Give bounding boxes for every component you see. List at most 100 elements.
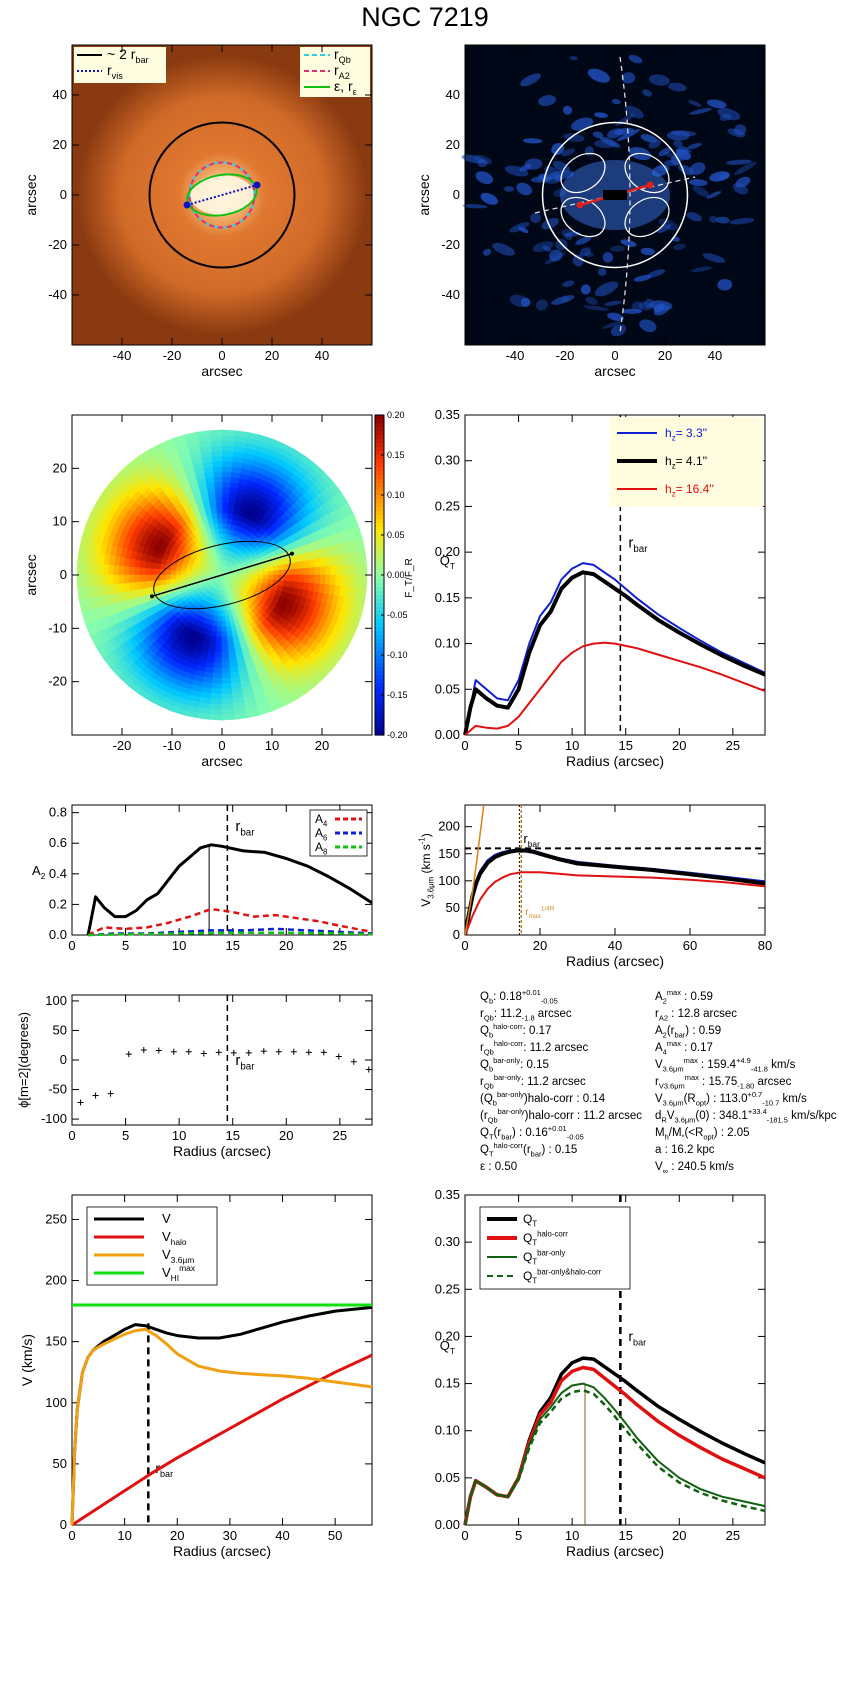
parameter-row: A2​(rbar​) : 0.59	[655, 1025, 721, 1039]
y-axis-label: ϕ[m=2](degrees)	[16, 1012, 31, 1108]
colorbar-cell	[375, 611, 384, 616]
torque-cell	[221, 450, 234, 457]
colorbar-cell	[375, 463, 384, 468]
torque-cell	[345, 574, 352, 587]
torque-contour	[624, 196, 670, 238]
axes-frame	[464, 804, 766, 936]
minor-axis	[619, 56, 631, 334]
legend-label: hz​= 16.4''	[665, 482, 714, 499]
y-tick-label: -20	[48, 674, 67, 689]
structure-blob	[708, 215, 718, 223]
colorbar-cell	[375, 571, 384, 576]
x-tick-label: 5	[515, 1528, 522, 1543]
colorbar-tick-label: -0.15	[387, 690, 408, 700]
colorbar-cell	[375, 723, 384, 728]
axes-frame	[71, 1194, 373, 1526]
structure-blob	[584, 251, 594, 258]
torque-cell	[128, 566, 135, 576]
torque-cell	[324, 565, 332, 576]
y-axis-label: QT​	[440, 1338, 455, 1356]
colorbar-cell	[375, 731, 384, 736]
torque-cell	[225, 523, 232, 530]
x-tick-label: 5	[122, 1128, 129, 1143]
structure-blob	[657, 224, 671, 234]
legend-label: hz​= 4.1''	[665, 454, 707, 471]
torque-cell	[213, 486, 223, 493]
legend-label: Vhalo​	[162, 1229, 187, 1247]
axes-frame	[464, 414, 766, 736]
structure-blob	[551, 295, 575, 305]
structure-blob	[658, 146, 672, 157]
torque-cell	[209, 440, 223, 447]
torque-cell	[309, 574, 316, 584]
x-tick-label: 20	[265, 348, 279, 363]
colorbar-cell	[375, 503, 384, 508]
torque-cell	[213, 662, 223, 669]
torque-cell	[211, 625, 218, 633]
x-tick-label: 40	[315, 348, 329, 363]
structure-blob	[717, 107, 741, 121]
phase-point	[260, 1048, 267, 1055]
y-tick-label: 0.10	[435, 1423, 460, 1438]
structure-blob	[542, 245, 552, 252]
torque-cell	[102, 564, 109, 576]
rbar-circle	[541, 121, 689, 269]
structure-blob	[552, 160, 570, 173]
x-tick-label: 0	[68, 1128, 75, 1143]
qt-corrected-panel: 0 5 10 15 20 25 0.00 0.05 0.10 0.15 0.20 0.25 0.30 0.…	[435, 1187, 766, 1559]
parameter-row: Qb​halo-corr​: 0.17	[480, 1022, 551, 1040]
torque-cell	[226, 574, 233, 577]
parameter-row: V3.6μm​(Ropt​) : 113.0+0.7​-10.7​ km/s	[655, 1090, 807, 1108]
phase-point	[140, 1046, 147, 1053]
bar-ellipse	[153, 540, 291, 610]
torque-cell	[360, 562, 368, 576]
torque-cell	[216, 631, 223, 638]
y-tick-label: 0	[453, 187, 460, 202]
torque-cell	[212, 672, 223, 679]
y-tick-label: 0.30	[435, 1234, 460, 1249]
torque-cell	[159, 574, 166, 581]
torque-cell	[293, 574, 301, 583]
series-line	[464, 562, 766, 736]
colorbar-cell	[375, 719, 384, 724]
rvis-point	[253, 181, 261, 189]
y-tick-label: 0.00	[435, 1517, 460, 1532]
torque-cell	[214, 491, 223, 498]
structure-blob	[562, 105, 573, 115]
structure-blob	[607, 312, 624, 321]
structure-blob	[524, 158, 543, 170]
torque-cell	[221, 548, 225, 555]
colorbar-cell	[375, 471, 384, 476]
colorbar-cell	[375, 703, 384, 708]
structure-blob	[518, 226, 529, 234]
structure-blob	[639, 319, 657, 333]
bar-point	[150, 594, 154, 599]
x-tick-label: 0	[611, 348, 618, 363]
torque-cell	[210, 450, 223, 457]
torque-cell	[242, 574, 249, 578]
torque-cell	[221, 491, 230, 498]
torque-cell	[107, 564, 115, 576]
structure-blob	[707, 99, 727, 109]
structure-blob	[648, 74, 670, 86]
rbar-label: rbar​	[235, 1052, 255, 1073]
x-tick-label: 40	[275, 1528, 289, 1543]
torque-cell	[304, 566, 311, 576]
structure-blob	[668, 82, 687, 92]
y-tick-label: 0.30	[435, 453, 460, 468]
bar-point	[576, 201, 584, 209]
structure-blob	[580, 284, 591, 295]
structure-blob	[621, 308, 643, 314]
x-tick-label: 15	[618, 1528, 632, 1543]
phase-point	[305, 1049, 312, 1056]
x-axis-label: arcsec	[201, 363, 242, 379]
torque-cell	[217, 621, 223, 628]
x-tick-label: 40	[708, 348, 722, 363]
x-tick-label: 10	[565, 1528, 579, 1543]
colorbar-cell	[375, 599, 384, 604]
structure-blob	[564, 233, 572, 240]
colorbar-cell	[375, 575, 384, 580]
torque-cell	[211, 455, 223, 462]
torque-cell	[138, 574, 145, 583]
